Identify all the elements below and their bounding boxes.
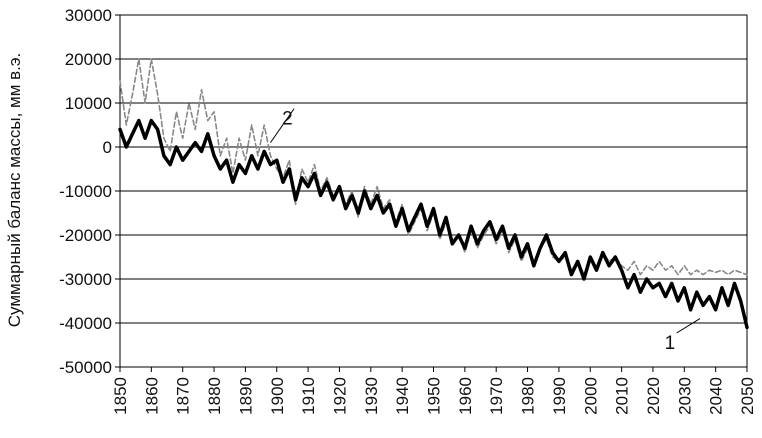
gridlines (120, 14, 747, 368)
x-tick-label: 2050 (738, 377, 757, 415)
x-tick-label: 2010 (613, 377, 632, 415)
annotation-leader (270, 108, 295, 143)
annotations: 12 (270, 108, 701, 354)
y-axis-label: Суммарный баланс массы, мм в.э. (5, 53, 24, 328)
x-tick-label: 1920 (330, 377, 349, 415)
y-tick-label: -40000 (59, 314, 112, 333)
annotation-label: 2 (282, 109, 293, 130)
x-tick-label: 1970 (487, 377, 506, 415)
x-tick-label: 1940 (393, 377, 412, 415)
x-tick-label: 1930 (362, 377, 381, 415)
series-line-1 (118, 118, 749, 330)
x-tick-label: 1860 (142, 377, 161, 415)
series-line-2 (119, 58, 748, 276)
y-tick-label: 10000 (65, 94, 112, 113)
x-tick-label: 2000 (581, 377, 600, 415)
y-tick-label: 20000 (65, 50, 112, 69)
annotation-leader (676, 318, 701, 334)
x-tick-label: 1900 (268, 377, 287, 415)
y-axis-ticks: 30000 20000 10000 0 -10000 -20000 -30000 -40000… (59, 6, 120, 377)
y-tick-label: -50000 (59, 358, 112, 377)
y-tick-label: -10000 (59, 182, 112, 201)
y-tick-label: 30000 (65, 6, 112, 25)
x-tick-label: 2040 (707, 377, 726, 415)
y-tick-label: -20000 (59, 226, 112, 245)
x-tick-label: 1890 (236, 377, 255, 415)
x-tick-label: 1980 (519, 377, 538, 415)
x-tick-label: 2030 (675, 377, 694, 415)
y-tick-label: 0 (103, 138, 112, 157)
x-tick-label: 1850 (111, 377, 130, 415)
x-tick-label: 2020 (644, 377, 663, 415)
x-tick-label: 1870 (174, 377, 193, 415)
y-tick-label: -30000 (59, 270, 112, 289)
annotation-label: 1 (665, 333, 676, 354)
x-tick-label: 1960 (456, 377, 475, 415)
x-axis-ticks: 1850 1860 1870 1880 1890 1900 1910 1920 1930 1940… (111, 367, 757, 415)
x-tick-label: 1910 (299, 377, 318, 415)
series-lines (118, 58, 749, 330)
x-tick-label: 1950 (425, 377, 444, 415)
x-tick-label: 1880 (205, 377, 224, 415)
x-tick-label: 1990 (550, 377, 569, 415)
